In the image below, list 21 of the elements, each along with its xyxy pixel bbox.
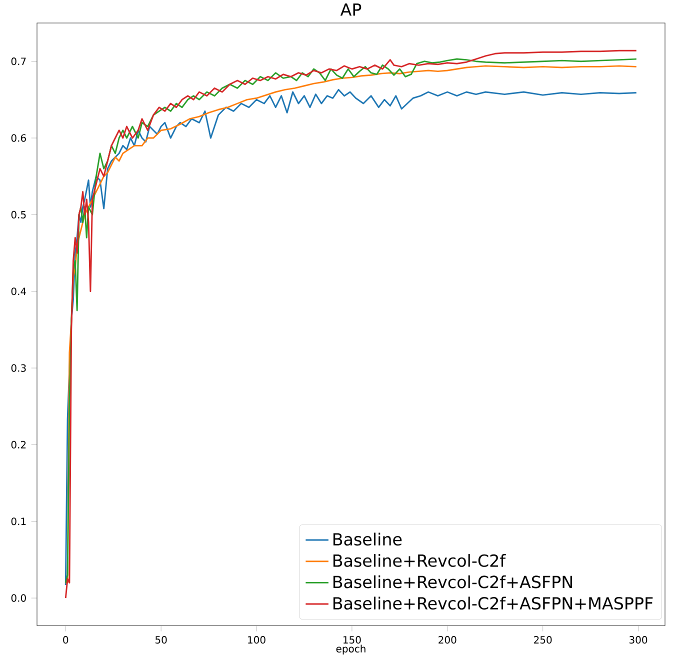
legend-label: Baseline+Revcol-C2f [333,554,506,567]
x-tick-label: 150 [344,636,361,644]
x-tick-label: 100 [248,636,266,644]
legend-label: Baseline [333,532,402,546]
legend-label: Baseline+Revcol-C2f+ASFPN [333,575,572,588]
x-axis-title: epoch [336,644,366,654]
y-tick-label: 0.5 [11,210,26,218]
x-tick-label: 0 [63,636,68,644]
x-tick-label: 200 [438,636,456,644]
y-tick-label: 0.4 [11,288,26,296]
x-tick-label: 50 [155,636,167,644]
x-tick-label: 300 [629,636,648,644]
legend-label: Baseline+Revcol-C2f+ASFPN+MASPPF [333,596,653,610]
chart-title: AP [340,3,362,16]
y-tick-label: 0.0 [11,594,26,602]
y-tick-label: 0.2 [11,440,26,448]
y-tick-label: 0.3 [11,364,26,372]
y-tick-label: 0.7 [11,58,26,66]
y-tick-label: 0.6 [11,134,26,142]
x-tick-label: 250 [534,636,552,644]
y-tick-label: 0.1 [11,518,26,526]
